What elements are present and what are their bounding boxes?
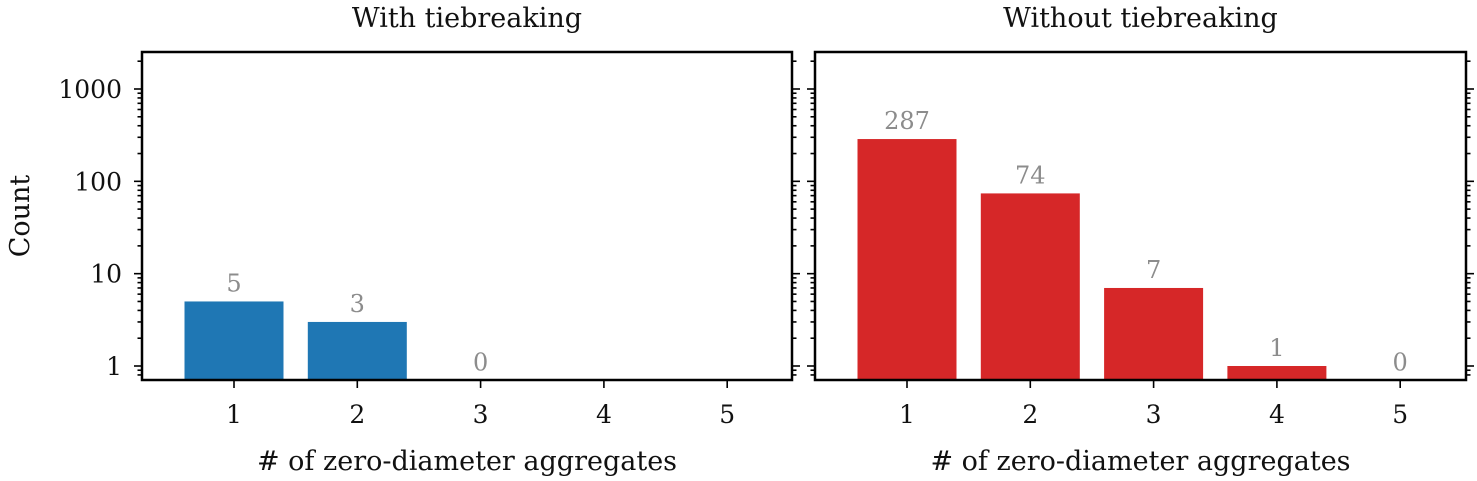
x-tick-label: 2 <box>1022 400 1038 429</box>
value-label: 0 <box>1393 348 1408 376</box>
bar-4 <box>1227 366 1327 380</box>
panel-with-tiebreaking: With tiebreaking 5 3 0 1 2 3 4 5 # of zero-diamet… <box>5 3 800 477</box>
y-tick-label: 10 <box>90 260 122 289</box>
x-tick-label: 1 <box>226 400 242 429</box>
y-axis-label: Count <box>5 175 36 258</box>
x-tick-label: 4 <box>596 400 612 429</box>
chart-title: Without tiebreaking <box>1003 3 1278 34</box>
x-tick-label: 3 <box>1146 400 1162 429</box>
value-label: 5 <box>226 269 241 297</box>
x-tick-label: 3 <box>473 400 489 429</box>
y-tick-label: 1 <box>106 352 122 381</box>
bar-2 <box>980 193 1080 380</box>
x-tick-label: 2 <box>349 400 365 429</box>
value-label: 7 <box>1146 256 1161 284</box>
x-tick-label: 5 <box>719 400 735 429</box>
x-axis-label: # of zero-diameter aggregates <box>930 446 1350 477</box>
value-label: 0 <box>473 348 488 376</box>
x-axis-label: # of zero-diameter aggregates <box>257 446 677 477</box>
x-tick-label: 4 <box>1269 400 1285 429</box>
bar-1 <box>857 139 957 380</box>
axes-frame <box>140 50 794 382</box>
chart-title: With tiebreaking <box>352 3 582 34</box>
bar-3 <box>1104 287 1204 380</box>
y-tick-label: 100 <box>74 167 122 196</box>
value-label: 74 <box>1015 161 1046 189</box>
value-label: 1 <box>1269 334 1284 362</box>
bar-1 <box>184 301 284 380</box>
value-label: 287 <box>884 107 930 135</box>
value-label: 3 <box>350 290 365 318</box>
axes-frame <box>813 50 1468 382</box>
x-tick-label: 1 <box>899 400 915 429</box>
x-tick-label: 5 <box>1392 400 1408 429</box>
y-tick-label: 1000 <box>58 75 122 104</box>
panel-without-tiebreaking: Without tiebreaking 287 74 7 1 0 1 2 3 4 5 # of zer… <box>807 3 1474 477</box>
bar-2 <box>307 321 407 380</box>
